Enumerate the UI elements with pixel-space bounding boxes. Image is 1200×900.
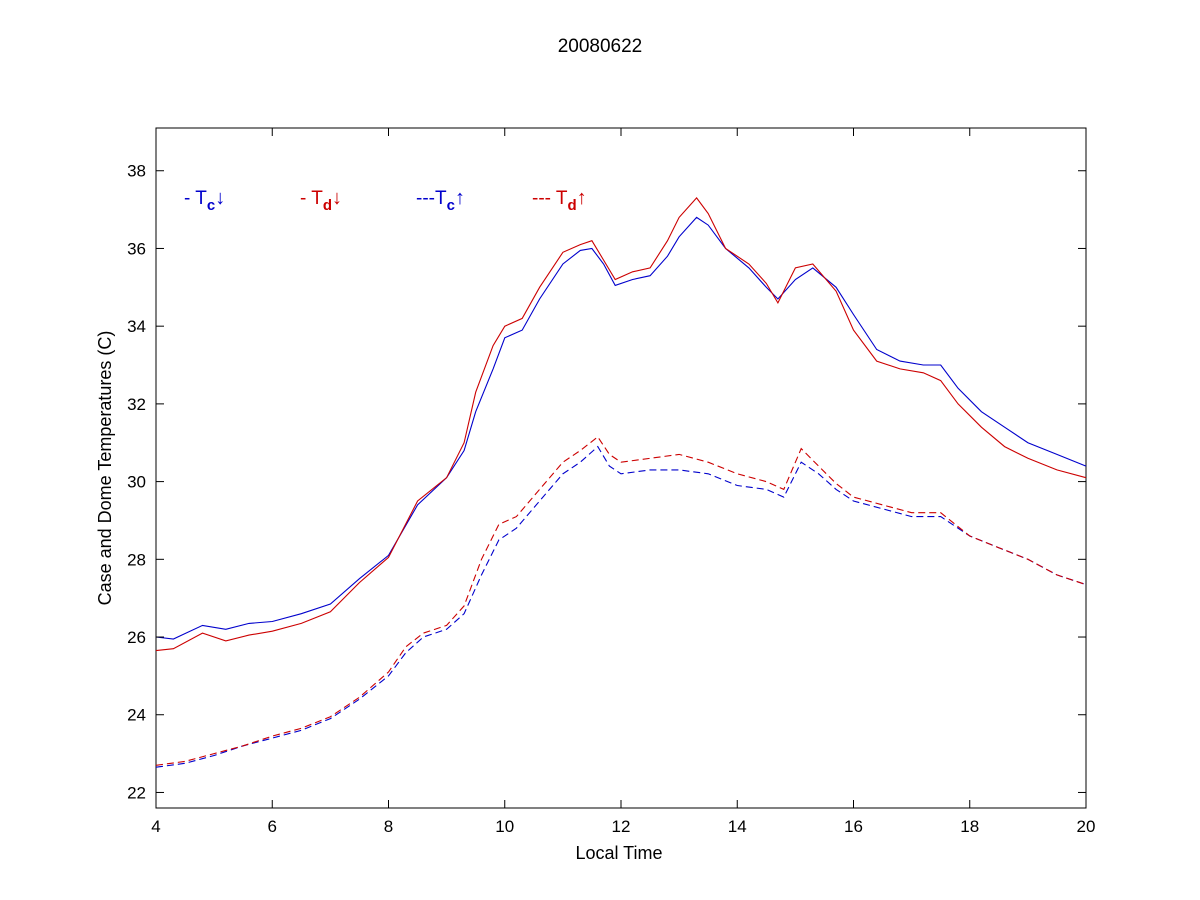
y-tick-label: 32 [127, 395, 146, 414]
legend: - Tc↓ - Td↓ ---Tc↑ --- Td↑ [184, 187, 587, 214]
x-tick-label: 14 [728, 817, 747, 836]
plot-area [155, 127, 1087, 809]
x-tick-label: 16 [844, 817, 863, 836]
y-tick-label: 22 [127, 783, 146, 802]
legend-entry-2: - Td↓ [300, 187, 342, 214]
chart-title: 20080622 [558, 36, 643, 57]
y-tick-label: 34 [127, 317, 146, 336]
axes-frame [155, 127, 1087, 809]
series-line-2 [155, 197, 1087, 652]
series-line-3 [155, 445, 1087, 768]
y-tick-label: 36 [127, 239, 146, 258]
series-layer [155, 197, 1087, 768]
y-tick-label: 38 [127, 162, 146, 181]
x-axis-label: Local Time [575, 843, 662, 863]
x-tick-label: 20 [1077, 817, 1096, 836]
y-tick-label: 24 [127, 706, 146, 725]
y-tick-label: 30 [127, 473, 146, 492]
x-tick-label: 10 [495, 817, 514, 836]
y-tick-label: 28 [127, 550, 146, 569]
x-tick-label: 18 [960, 817, 979, 836]
legend-entry-1: - Tc↓ [184, 187, 225, 214]
y-tick-label: 26 [127, 628, 146, 647]
ticks-layer: 4 6 8 10 12 14 16 18 20 22 24 26 28 30 32 34 36 38 [127, 128, 1095, 836]
legend-entry-3: ---Tc↑ [416, 187, 465, 214]
x-tick-label: 6 [268, 817, 277, 836]
series-line-1 [155, 216, 1087, 640]
series-line-4 [155, 436, 1087, 766]
x-tick-label: 4 [151, 817, 160, 836]
x-tick-label: 8 [384, 817, 393, 836]
legend-entry-4: --- Td↑ [532, 187, 587, 214]
y-axis-label: Case and Dome Temperatures (C) [95, 331, 115, 606]
x-tick-label: 12 [612, 817, 631, 836]
